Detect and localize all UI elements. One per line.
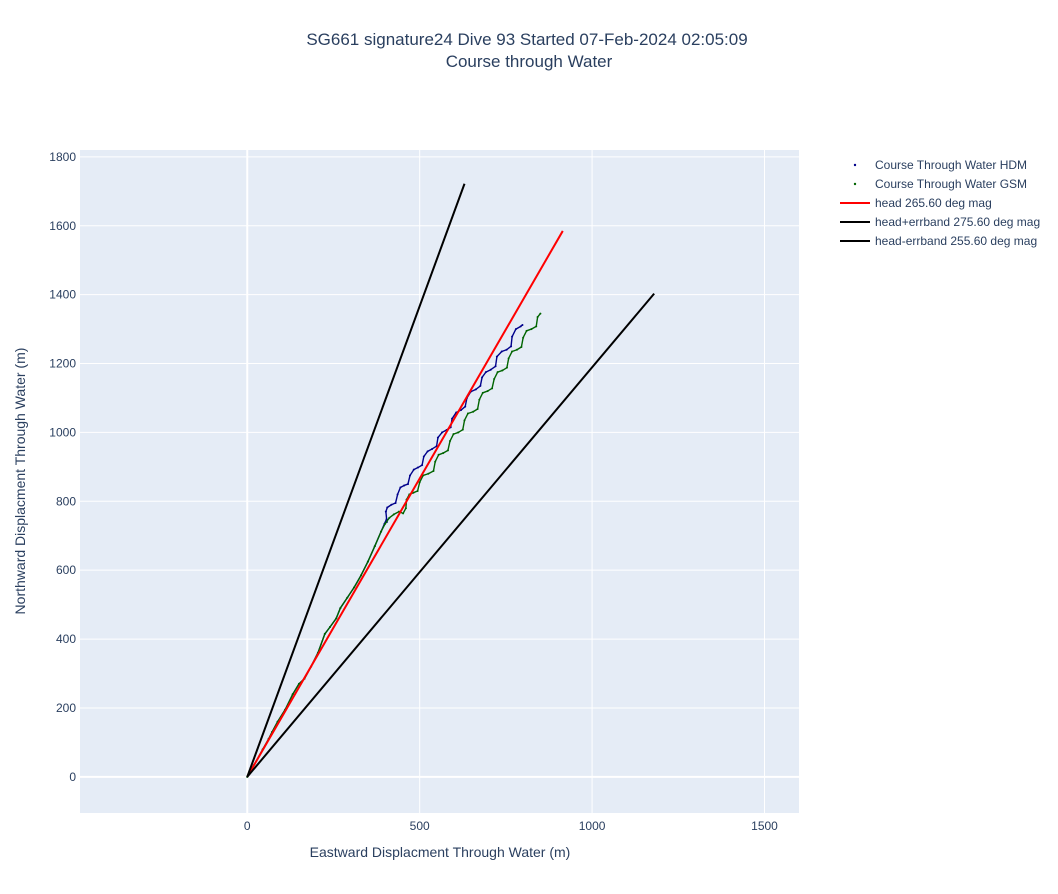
data-point [539,312,542,315]
track-segment [329,617,337,628]
track-segment [409,468,415,477]
legend-label: Course Through Water HDM [875,158,1027,172]
legend-label: head 265.60 deg mag [875,196,992,210]
x-axis-title: Eastward Displacment Through Water (m) [310,844,571,860]
track-segment [481,371,487,379]
plot-area [80,150,799,813]
y-tick-label: 400 [56,632,76,646]
track-segment [437,431,443,439]
track-segment [511,328,517,338]
track-segment [478,392,484,401]
track-segment [510,335,513,348]
y-tick-label: 800 [56,494,76,508]
track-segment [463,412,469,422]
legend-item: head 265.60 deg mag [840,196,992,210]
track-segment [434,454,440,463]
track-segment [449,433,455,442]
series-4 [246,292,655,778]
legend: Course Through Water HDM Course Through W… [840,158,1040,248]
track-segment [407,474,411,485]
track-segment [416,481,421,492]
legend-item: Course Through Water HDM [853,158,1027,172]
track-segment [447,440,451,452]
legend-item: head+errband 275.60 deg mag [840,215,1040,229]
track-segment [423,450,429,458]
x-tick-label: 1000 [579,819,606,833]
y-tick-label: 600 [56,563,76,577]
chart-title-line1: SG661 signature24 Dive 93 Started 07-Feb… [306,30,747,49]
legend-swatch [853,182,857,186]
x-tick-label: 0 [244,819,251,833]
track-segment [493,371,499,380]
track-segment [522,330,528,339]
track-segment [385,510,388,523]
track-segment [394,493,399,504]
track-segment [535,316,539,328]
track-segment [491,378,495,390]
y-tick-label: 1400 [49,288,76,302]
track-segment [396,486,402,496]
track-segment [384,517,391,525]
series-line [246,183,466,778]
track-segment [507,350,513,360]
y-tick-label: 1600 [49,219,76,233]
legend-label: head+errband 275.60 deg mag [875,215,1040,229]
track-segment [479,376,483,387]
track-segment [520,337,524,348]
track-segment [374,530,382,547]
track-segment [451,411,457,420]
track-segment [462,419,466,431]
track-segment [367,545,376,563]
legend-label: head-errband 255.60 deg mag [875,234,1037,248]
legend-item: head-errband 255.60 deg mag [840,234,1037,248]
track-segment [435,436,439,447]
x-tick-label: 500 [410,819,430,833]
y-tick-label: 1000 [49,425,76,439]
legend-label: Course Through Water GSM [875,177,1027,191]
track-segment [317,633,326,654]
track-segment [353,574,362,589]
track-segment [335,607,342,620]
track-segment [464,397,468,408]
track-segment [339,597,348,609]
track-segment [476,399,481,410]
track-segment [496,350,503,358]
plot-clip [246,183,655,778]
track-segment [324,626,331,635]
y-tick-label: 1800 [49,150,76,164]
y-tick-label: 1200 [49,357,76,371]
legend-item: Course Through Water GSM [853,177,1027,191]
track-segment [346,586,355,599]
y-tick-label: 200 [56,701,76,715]
x-tick-label: 1500 [751,819,778,833]
track-segment [432,460,436,472]
track-segment [292,683,300,695]
track-segment [494,355,498,367]
data-point [521,323,524,326]
zero-lines [80,150,799,813]
series-2 [246,230,564,778]
series-layer [246,183,655,778]
track-segment [506,357,510,369]
series-3 [246,183,466,778]
series-line [246,230,564,778]
track-segment [421,455,425,466]
x-axis-ticks: 0 500 1000 1500 [244,819,778,833]
legend-swatch [853,163,857,167]
y-axis-ticks: 0 200 400 600 800 1000 1200 1400 1600 1800 [49,150,76,784]
y-tick-label: 0 [69,770,76,784]
y-axis-title: Northward Displacment Through Water (m) [12,348,28,615]
track-segment [418,474,424,484]
track-segment [360,560,369,577]
chart-title-line2: Course through Water [446,52,613,71]
track-segment [380,522,386,533]
series-line [246,292,655,778]
grid-lines [80,150,799,813]
